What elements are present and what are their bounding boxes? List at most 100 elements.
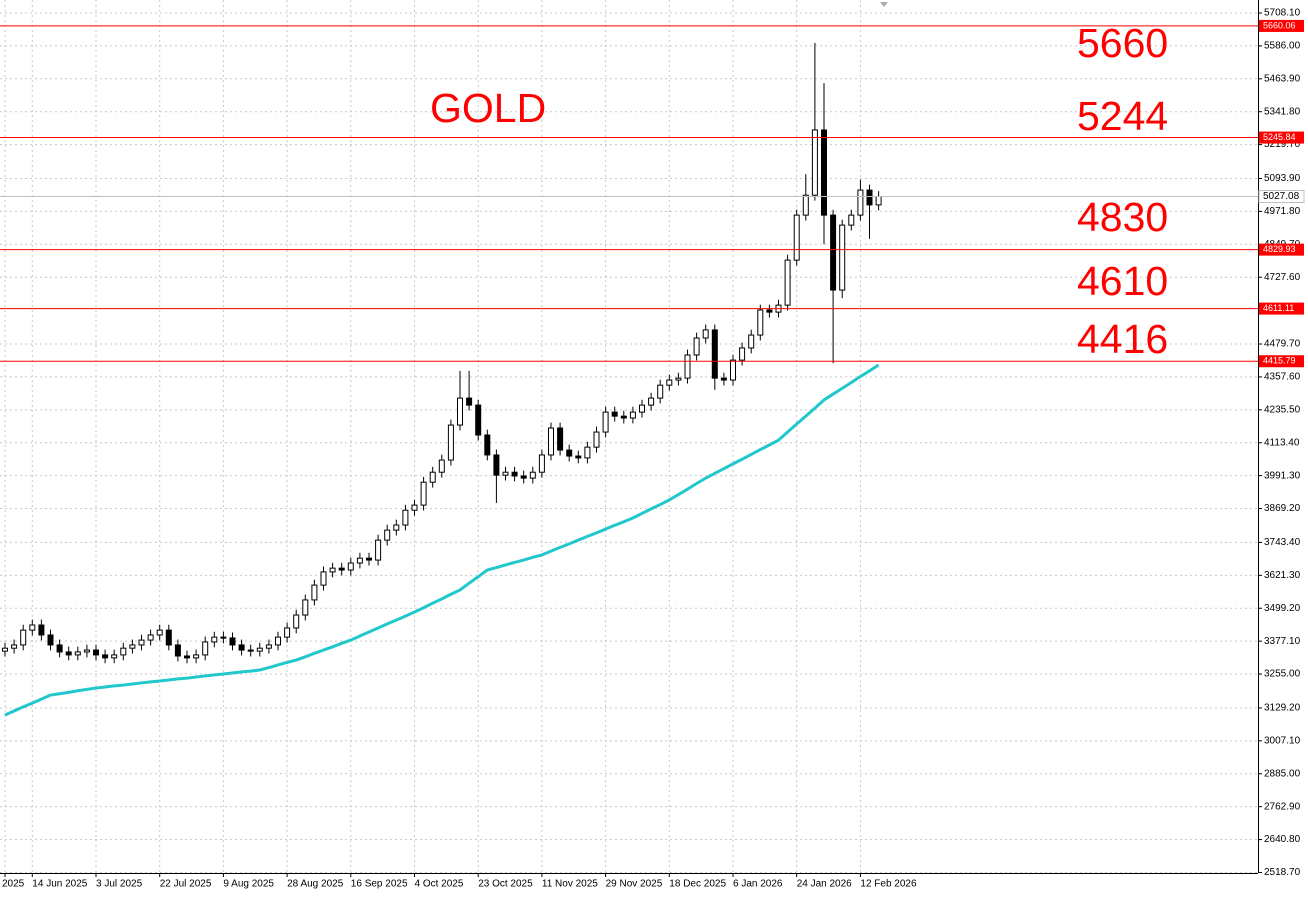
y-tick-label: 5341.80 bbox=[1264, 106, 1301, 117]
candle-body bbox=[275, 636, 281, 646]
candle-body bbox=[293, 614, 300, 629]
level-label: 4611.11 bbox=[1263, 303, 1294, 313]
candle-body bbox=[338, 567, 345, 571]
candle-body bbox=[711, 329, 718, 379]
candle-body bbox=[138, 639, 145, 646]
candle-body bbox=[384, 529, 391, 541]
y-tick-label: 4235.50 bbox=[1264, 404, 1301, 415]
chart-title: GOLD bbox=[430, 85, 546, 131]
y-tick-label: 4113.40 bbox=[1264, 437, 1300, 448]
candle-body bbox=[411, 504, 418, 511]
candle-body bbox=[784, 259, 791, 306]
y-tick-label: 3869.20 bbox=[1264, 503, 1301, 514]
x-tick-label: 11 Nov 2025 bbox=[542, 879, 598, 890]
candle-body bbox=[202, 641, 209, 656]
candle-body bbox=[520, 475, 527, 479]
level-label: 5245.84 bbox=[1263, 132, 1296, 142]
candle-body bbox=[302, 599, 309, 616]
x-tick-label: 23 Oct 2025 bbox=[478, 879, 533, 890]
moving-average bbox=[4, 363, 880, 717]
candle-body bbox=[120, 647, 127, 656]
y-tick-label: 2640.80 bbox=[1264, 834, 1301, 845]
candle-body bbox=[675, 377, 682, 381]
candle-body bbox=[684, 354, 691, 379]
x-tick-label: 3 Jul 2025 bbox=[96, 879, 143, 890]
y-tick-label: 3129.20 bbox=[1264, 703, 1301, 714]
candle-body bbox=[493, 454, 500, 476]
y-tick-label: 4357.60 bbox=[1264, 372, 1301, 383]
candle-body bbox=[821, 129, 827, 216]
x-tick-label: 28 Aug 2025 bbox=[287, 879, 344, 890]
candle-body bbox=[620, 415, 627, 419]
y-tick-label: 3621.30 bbox=[1264, 570, 1301, 581]
candle-body bbox=[657, 384, 664, 399]
candle-body bbox=[839, 224, 846, 291]
y-tick-label: 3377.10 bbox=[1264, 636, 1301, 647]
candle-body bbox=[575, 455, 582, 459]
y-tick-label: 2885.00 bbox=[1264, 768, 1301, 779]
candle-body bbox=[102, 654, 109, 659]
candle-body bbox=[639, 404, 645, 413]
candle-body bbox=[366, 557, 372, 561]
candle-body bbox=[174, 644, 181, 657]
current-price-label: 5027.08 bbox=[1263, 191, 1300, 202]
candle-body bbox=[730, 359, 736, 381]
candle-body bbox=[420, 481, 427, 506]
chart-shift-marker bbox=[880, 2, 888, 7]
candle-body bbox=[438, 459, 445, 473]
candle-body bbox=[475, 404, 482, 436]
x-tick-label: 22 Jul 2025 bbox=[160, 879, 212, 890]
level-label: 5660.06 bbox=[1263, 20, 1296, 30]
candle-body bbox=[566, 449, 573, 457]
candle-body bbox=[265, 644, 272, 649]
candle-body bbox=[875, 196, 882, 206]
level-annotation: 5660 bbox=[1077, 20, 1168, 66]
y-tick-label: 3007.10 bbox=[1264, 735, 1301, 746]
level-label: 4415.79 bbox=[1263, 356, 1296, 366]
candle-body bbox=[229, 637, 236, 646]
y-tick-label: 5586.00 bbox=[1264, 41, 1301, 52]
x-tick-label: 16 Sep 2025 bbox=[351, 879, 408, 890]
candle-body bbox=[38, 624, 45, 636]
y-tick-label: 3499.20 bbox=[1264, 603, 1301, 614]
candle-body bbox=[429, 471, 436, 483]
candle-body bbox=[502, 471, 509, 476]
y-tick-label: 5093.90 bbox=[1264, 173, 1301, 184]
y-tick-label: 5219.70 bbox=[1264, 139, 1301, 150]
candle-body bbox=[311, 584, 318, 601]
candle-body bbox=[20, 629, 27, 646]
candle-body bbox=[702, 329, 709, 339]
candle-body bbox=[447, 424, 454, 461]
candle-body bbox=[748, 334, 755, 349]
y-tick-label: 3255.00 bbox=[1264, 669, 1301, 680]
candle-body bbox=[11, 644, 18, 649]
candle-body bbox=[184, 655, 190, 659]
candle-body bbox=[757, 309, 764, 336]
y-tick-label: 5708.10 bbox=[1264, 8, 1301, 19]
x-tick-label: 24 Jan 2026 bbox=[797, 879, 852, 890]
level-label-box bbox=[1259, 243, 1304, 256]
y-tick-label: 2762.90 bbox=[1264, 801, 1301, 812]
candle-body bbox=[356, 557, 363, 564]
candle-body bbox=[802, 194, 809, 216]
candle-body bbox=[402, 509, 409, 526]
candle-body bbox=[329, 567, 336, 573]
plot bbox=[2, 42, 882, 717]
x-tick-label: 12 Feb 2026 bbox=[860, 879, 917, 890]
candle-body bbox=[93, 649, 99, 656]
candle-body bbox=[529, 471, 536, 479]
candle-body bbox=[584, 446, 591, 459]
candle-body bbox=[165, 629, 172, 646]
candle-body bbox=[484, 434, 491, 456]
level-annotation: 4416 bbox=[1077, 316, 1168, 362]
candle-body bbox=[2, 647, 8, 652]
candle-body bbox=[238, 644, 245, 651]
y-tick-label: 2518.70 bbox=[1264, 867, 1301, 878]
x-tick-label: 2025 bbox=[2, 879, 25, 890]
candle-body bbox=[74, 651, 81, 656]
level-label-box bbox=[1259, 355, 1304, 368]
candle-body bbox=[156, 629, 163, 636]
candle-body bbox=[666, 379, 673, 386]
